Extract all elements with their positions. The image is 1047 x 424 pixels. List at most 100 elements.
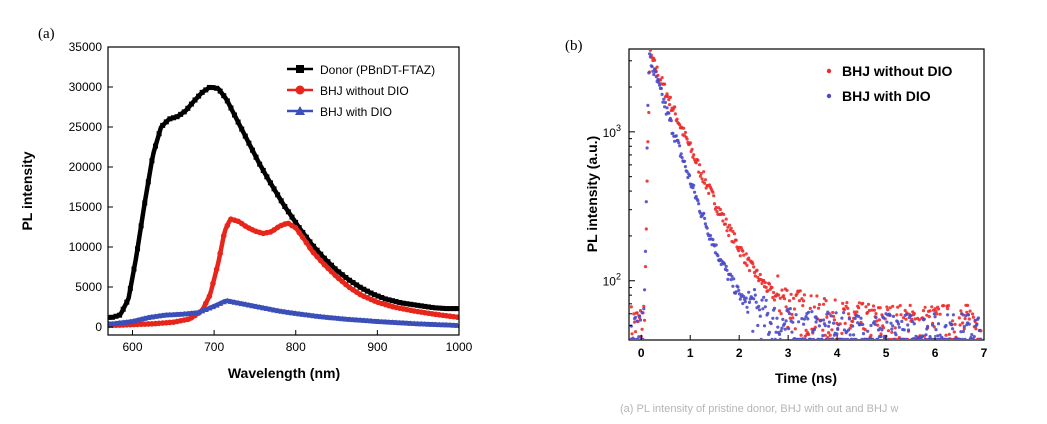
data-point bbox=[828, 333, 832, 337]
data-point bbox=[802, 317, 807, 321]
data-point bbox=[652, 72, 656, 77]
data-point bbox=[703, 222, 708, 226]
data-point bbox=[815, 294, 819, 298]
data-point bbox=[673, 112, 678, 116]
data-point bbox=[931, 323, 935, 327]
x-tick-label: 5 bbox=[883, 346, 890, 360]
data-point bbox=[668, 95, 673, 99]
data-point bbox=[741, 249, 745, 253]
data-point-square bbox=[188, 101, 194, 107]
data-point-circle bbox=[210, 280, 216, 287]
data-point-square bbox=[418, 303, 424, 309]
data-point bbox=[661, 100, 665, 104]
data-point-square bbox=[232, 112, 238, 118]
data-point bbox=[685, 137, 689, 141]
data-point-square bbox=[332, 266, 338, 272]
legend-item-b-with-dio: BHJ with DIO bbox=[826, 88, 931, 104]
data-point-square bbox=[429, 304, 435, 310]
data-point bbox=[885, 320, 889, 324]
data-point-circle bbox=[317, 257, 324, 264]
data-point bbox=[822, 318, 826, 322]
data-point bbox=[663, 100, 668, 105]
data-point bbox=[964, 314, 968, 318]
data-point bbox=[938, 312, 942, 316]
data-point bbox=[797, 299, 802, 303]
panel-a-label: (a) bbox=[38, 26, 55, 42]
y-tick-label: 15000 bbox=[69, 200, 103, 214]
data-point bbox=[776, 325, 780, 329]
data-point bbox=[724, 264, 728, 268]
data-point bbox=[671, 131, 675, 135]
data-point-square bbox=[113, 313, 119, 319]
data-point bbox=[658, 83, 662, 87]
data-point bbox=[923, 305, 927, 309]
data-point-square bbox=[354, 282, 360, 288]
data-point bbox=[902, 328, 906, 332]
data-point bbox=[834, 311, 838, 315]
data-point bbox=[698, 211, 703, 215]
data-point bbox=[870, 308, 874, 312]
panel-a-series bbox=[108, 84, 459, 329]
data-point bbox=[881, 326, 886, 330]
data-point bbox=[921, 334, 925, 338]
data-point bbox=[642, 304, 646, 308]
data-point bbox=[721, 219, 725, 223]
data-point bbox=[851, 319, 855, 323]
data-point bbox=[871, 304, 876, 308]
data-point bbox=[878, 306, 882, 310]
data-point bbox=[972, 335, 976, 339]
data-point-circle bbox=[307, 245, 313, 251]
data-point bbox=[743, 300, 747, 304]
data-point bbox=[787, 299, 792, 303]
panel-b-y-axis-label: PL intensity (a.u.) bbox=[584, 136, 600, 252]
data-point bbox=[886, 308, 890, 312]
data-point bbox=[660, 92, 664, 96]
data-point bbox=[906, 323, 910, 327]
data-point bbox=[798, 289, 802, 293]
data-point-triangle bbox=[310, 312, 317, 319]
data-point bbox=[963, 337, 967, 339]
data-point bbox=[836, 327, 840, 331]
data-point-square bbox=[451, 306, 457, 312]
data-point bbox=[973, 318, 977, 322]
data-point bbox=[942, 337, 946, 339]
data-point-triangle bbox=[324, 314, 331, 320]
data-point-square bbox=[422, 303, 428, 309]
data-point-square bbox=[321, 255, 327, 261]
data-point bbox=[810, 310, 814, 314]
data-point-square bbox=[242, 133, 248, 139]
data-point-square bbox=[411, 302, 417, 308]
data-point bbox=[787, 327, 791, 331]
data-point bbox=[737, 249, 741, 253]
data-point-circle bbox=[332, 272, 338, 278]
data-point bbox=[853, 316, 857, 320]
data-point bbox=[702, 170, 706, 174]
data-point bbox=[927, 315, 931, 319]
data-point-triangle bbox=[454, 322, 459, 328]
data-point bbox=[754, 300, 758, 304]
data-point bbox=[867, 308, 872, 313]
data-point bbox=[802, 299, 806, 303]
data-point bbox=[663, 105, 667, 109]
data-point bbox=[817, 306, 821, 310]
data-point-triangle bbox=[281, 308, 288, 315]
data-point bbox=[967, 322, 971, 326]
data-point bbox=[891, 314, 896, 318]
data-point-square bbox=[153, 143, 159, 149]
data-point bbox=[647, 71, 651, 75]
data-point bbox=[747, 290, 751, 294]
legend-label-b-without-dio: BHJ without DIO bbox=[842, 63, 953, 79]
data-point bbox=[665, 92, 669, 96]
data-point bbox=[861, 332, 866, 336]
data-point-square bbox=[339, 272, 345, 278]
data-point bbox=[656, 77, 660, 82]
data-point bbox=[829, 314, 833, 318]
data-point bbox=[900, 319, 904, 323]
data-point bbox=[771, 316, 775, 320]
data-point bbox=[959, 330, 963, 334]
data-point bbox=[698, 174, 703, 178]
data-point-square bbox=[120, 306, 126, 312]
data-point bbox=[903, 308, 907, 313]
data-point-triangle bbox=[267, 306, 274, 312]
data-point bbox=[841, 301, 845, 305]
